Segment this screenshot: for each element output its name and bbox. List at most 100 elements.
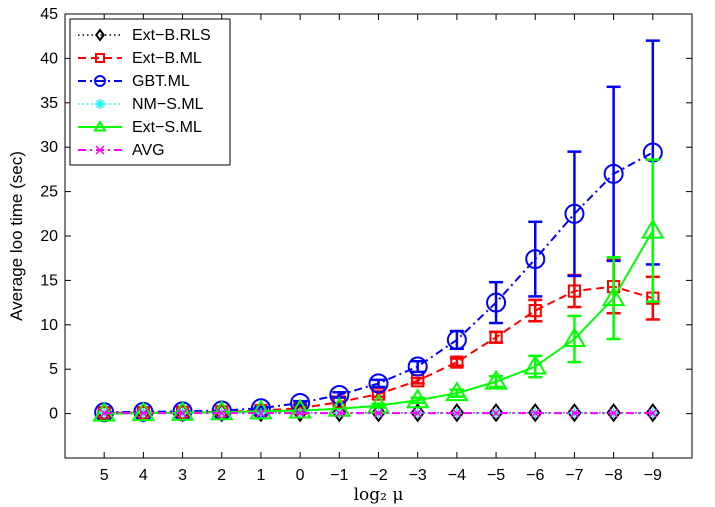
series-4-point: [210, 400, 234, 421]
x-tick-label: −8: [605, 467, 623, 484]
series-4-point: [523, 354, 547, 375]
legend-item: Ext−B.RLS: [78, 27, 211, 44]
series-4-point-shape: [641, 218, 665, 239]
y-tick-label: 5: [49, 361, 58, 378]
series-4-point-shape: [249, 399, 273, 420]
x-tick-label: 3: [178, 467, 187, 484]
x-tick-label: −1: [330, 467, 348, 484]
series-2-point-shape: [446, 329, 467, 350]
series-5-point: [491, 408, 501, 418]
series-1-point-shape: [567, 284, 582, 298]
series-4-point: [249, 399, 273, 420]
series-5-point-shape: [99, 408, 109, 418]
legend-marker-shape: [95, 145, 105, 155]
series-4-point-shape: [92, 401, 116, 422]
series-5-point: [334, 408, 344, 418]
y-tick-label: 0: [49, 406, 58, 423]
y-tick-label: 30: [40, 139, 58, 156]
series-4-point: [562, 327, 587, 348]
series-4-point: [170, 400, 195, 421]
legend-box: [69, 18, 231, 166]
x-tick-label: 1: [256, 467, 265, 484]
series-5-point: [530, 408, 540, 418]
legend-marker-shape: [94, 75, 106, 87]
legend-marker: [95, 145, 105, 155]
legend-label: Ext−S.ML: [132, 119, 202, 136]
series-5-point: [138, 408, 148, 418]
legend-item: NM−S.ML: [78, 96, 204, 113]
x-tick-label: −6: [526, 467, 544, 484]
y-tick-label: 10: [40, 317, 58, 334]
series-5-point-shape: [256, 408, 266, 418]
legend-marker: [94, 75, 106, 87]
series-5-point-shape: [295, 408, 305, 418]
series-2-point: [525, 249, 546, 270]
series-1-point: [371, 387, 386, 401]
series-5-point-shape: [138, 408, 148, 418]
legend-marker-shape: [93, 120, 107, 132]
legend: Ext−B.RLS Ext−B.ML GBT.ML NM−S.ML Ext−S.ML AV…: [69, 18, 231, 166]
legend-marker: [95, 28, 105, 42]
x-tick-label: −7: [565, 467, 583, 484]
series-1-point-shape: [371, 387, 386, 401]
series-1-point: [567, 284, 582, 298]
y-tick-label: 15: [40, 272, 58, 289]
series-1-point: [528, 303, 542, 318]
series-4-point: [641, 218, 665, 239]
series-5-point-shape: [609, 408, 619, 418]
legend-label: GBT.ML: [132, 73, 190, 90]
legend-item: GBT.ML: [78, 73, 190, 90]
y-axis-label: Average loo time (sec): [7, 151, 26, 321]
x-tick-label: −5: [487, 467, 505, 484]
series-4-point-shape: [484, 369, 508, 390]
series-4-point: [445, 381, 469, 402]
x-tick-label: −9: [644, 467, 662, 484]
series-4-point: [405, 388, 430, 409]
series-4-point: [484, 369, 508, 390]
series-4-point-shape: [210, 400, 234, 421]
series-4-point-shape: [523, 354, 547, 375]
series-5-point-shape: [530, 408, 540, 418]
series-4-point: [92, 401, 116, 422]
series-1-point-shape: [489, 330, 503, 344]
series-5-point: [609, 408, 619, 418]
legend-marker-shape: [95, 28, 105, 42]
series-5-point-shape: [569, 408, 579, 418]
series-5-point-shape: [452, 408, 462, 418]
legend-marker: [95, 53, 105, 63]
series-4-point: [288, 398, 312, 419]
series-2-point: [603, 163, 624, 184]
series-2-point-shape: [407, 356, 428, 377]
legend-label: AVG: [132, 142, 165, 159]
series-2-point: [407, 356, 428, 377]
series-5-point: [413, 408, 423, 418]
series-5-point: [99, 408, 109, 418]
series-5-point: [452, 408, 462, 418]
series-2-point: [368, 373, 389, 394]
series-4-point: [601, 286, 626, 307]
legend-label: Ext−B.RLS: [132, 27, 211, 44]
series-2-point-shape: [564, 203, 585, 224]
y-tick-label: 25: [40, 184, 58, 201]
series-1-point: [450, 355, 464, 369]
x-tick-label: 4: [139, 467, 148, 484]
series-1-point: [489, 330, 503, 344]
legend-marker: [95, 99, 105, 109]
series-2-point-shape: [525, 249, 546, 270]
legend-item: Ext−B.ML: [78, 50, 202, 67]
legend-item: Ext−S.ML: [78, 119, 202, 136]
series-5-point: [256, 408, 266, 418]
x-tick-label: −4: [448, 467, 466, 484]
series-5-point-shape: [413, 408, 423, 418]
series-4-point-shape: [327, 396, 352, 417]
series-4-point-shape: [288, 398, 312, 419]
legend-marker: [93, 120, 107, 132]
legend-label: Ext−B.ML: [132, 50, 202, 67]
legend-label: NM−S.ML: [132, 96, 204, 113]
series-5-point-shape: [178, 408, 188, 418]
series-5: [99, 408, 658, 418]
series-5-point-shape: [648, 408, 658, 418]
series-5-point: [373, 408, 384, 418]
